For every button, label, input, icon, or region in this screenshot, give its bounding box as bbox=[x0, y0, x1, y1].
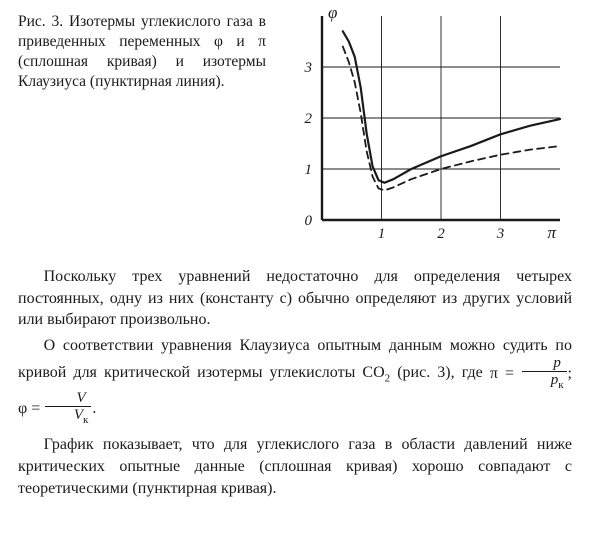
chart-container: 1 2 3 1 2 3 0 φ π bbox=[284, 10, 572, 248]
caption-prefix: Рис. 3. bbox=[18, 13, 69, 30]
frac-v-num: V bbox=[45, 391, 91, 406]
svg-text:3: 3 bbox=[496, 226, 505, 242]
frac-v-den-v: V bbox=[74, 407, 83, 423]
svg-text:2: 2 bbox=[305, 111, 313, 127]
svg-text:2: 2 bbox=[437, 226, 445, 242]
equation-pi: π = ppк; bbox=[490, 365, 572, 382]
paragraph-3: График показывает, что для углекислого г… bbox=[18, 434, 572, 499]
isotherm-chart: 1 2 3 1 2 3 0 φ π bbox=[288, 10, 568, 248]
frac-p-den: pк bbox=[522, 371, 566, 391]
paragraph-1: Поскольку трех уравнений недостаточно дл… bbox=[18, 266, 572, 331]
phi-symbol: φ bbox=[18, 400, 27, 417]
svg-text:π: π bbox=[547, 223, 556, 242]
fraction-p: ppк bbox=[522, 356, 566, 391]
svg-text:3: 3 bbox=[304, 60, 313, 76]
svg-text:φ: φ bbox=[328, 10, 337, 22]
frac-v-den: Vк bbox=[45, 406, 91, 426]
separator: ; bbox=[568, 365, 572, 382]
equation-phi: φ = VVк. bbox=[18, 400, 96, 417]
period: . bbox=[92, 400, 96, 417]
p2-text-b: (рис. 3), где bbox=[390, 365, 490, 382]
svg-text:0: 0 bbox=[305, 213, 313, 229]
equals-sign-2: = bbox=[27, 400, 44, 417]
svg-text:1: 1 bbox=[305, 162, 313, 178]
equals-sign: = bbox=[498, 365, 521, 382]
figure-caption: Рис. 3. Изотермы углекислого газа в прив… bbox=[18, 10, 266, 248]
pi-symbol: π bbox=[490, 365, 498, 382]
frac-p-num: p bbox=[522, 356, 566, 371]
fraction-v: VVк bbox=[45, 391, 91, 426]
svg-text:1: 1 bbox=[378, 226, 386, 242]
figure-row: Рис. 3. Изотермы углекислого газа в прив… bbox=[18, 10, 572, 248]
frac-p-den-sub: к bbox=[558, 379, 563, 391]
paragraph-2: О соответствии уравнения Клаузиуса опытн… bbox=[18, 335, 572, 427]
frac-v-den-sub: к bbox=[83, 414, 88, 426]
